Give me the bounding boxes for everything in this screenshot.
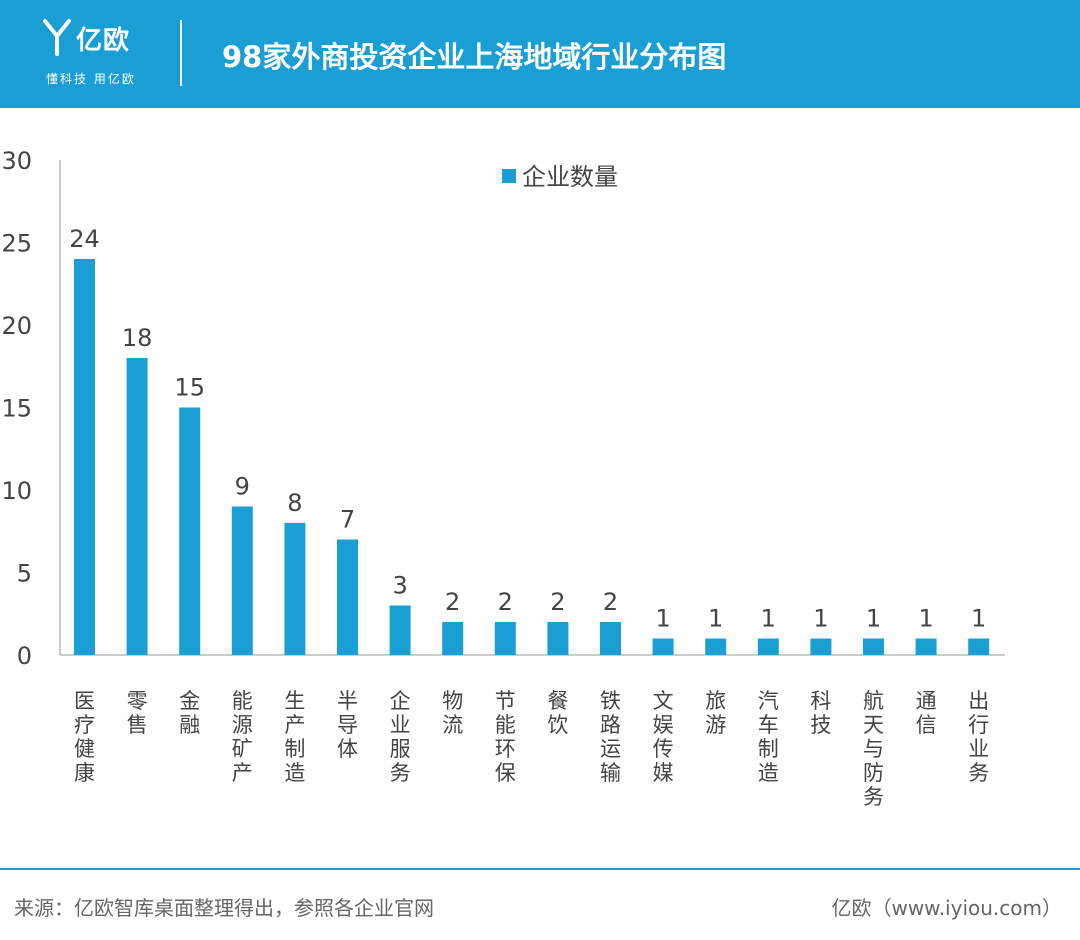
logo-name: 亿欧 xyxy=(76,26,131,56)
data-label: 3 xyxy=(392,572,407,600)
bar xyxy=(652,638,674,655)
data-label: 1 xyxy=(971,605,986,633)
source-note: 来源：亿欧智库桌面整理得出，参照各企业官网 xyxy=(14,896,434,920)
bar xyxy=(705,638,727,655)
bar xyxy=(389,605,411,655)
legend-swatch xyxy=(502,169,516,183)
bar xyxy=(126,358,148,655)
footer-divider xyxy=(0,868,1080,870)
x-tick-label: 生产制造 xyxy=(284,689,305,785)
x-tick-label: 文娱传媒 xyxy=(653,689,674,785)
logo-mark-icon xyxy=(43,19,71,56)
x-tick-label: 旅游 xyxy=(705,689,726,737)
y-tick-label: 30 xyxy=(1,147,32,175)
bar xyxy=(74,259,95,655)
x-tick-label: 通信 xyxy=(916,689,937,737)
bar xyxy=(284,523,306,655)
bar-chart: 0 5 10 15 20 25 30 企业数量 24 医疗健康 18 零售 15 金融 9 能源矿产 8 生产制造… xyxy=(1,147,1005,809)
page-title: 98家外商投资企业上海地域行业分布图 xyxy=(222,40,727,74)
y-tick-label: 5 xyxy=(17,560,32,588)
x-tick-label: 物流 xyxy=(442,689,463,737)
data-label: 1 xyxy=(761,605,776,633)
y-tick-label: 15 xyxy=(1,395,32,423)
logo: 亿欧 懂科技 用亿欧 xyxy=(42,18,152,90)
data-label: 1 xyxy=(813,605,828,633)
x-tick-label: 科技 xyxy=(810,689,831,737)
bar xyxy=(863,638,884,655)
x-tick-label: 节能环保 xyxy=(495,689,516,785)
bar xyxy=(810,638,832,655)
bar xyxy=(494,622,516,655)
y-tick-label: 25 xyxy=(1,230,32,258)
bar xyxy=(915,638,937,655)
x-tick-label: 能源矿产 xyxy=(232,689,253,785)
bar xyxy=(968,638,990,655)
bar xyxy=(547,622,569,655)
bar xyxy=(337,539,358,655)
x-tick-label: 铁路运输 xyxy=(600,689,621,785)
data-label: 18 xyxy=(122,324,153,352)
x-tick-label: 企业服务 xyxy=(390,689,411,785)
x-tick-label: 半导体 xyxy=(337,689,358,761)
data-label: 15 xyxy=(174,374,205,402)
x-tick-label: 金融 xyxy=(179,689,200,737)
y-tick-label: 0 xyxy=(17,642,32,670)
data-label: 1 xyxy=(866,605,881,633)
logo-slogan: 懂科技 用亿欧 xyxy=(46,72,136,86)
x-tick-label: 航天与防务 xyxy=(863,689,884,809)
footer-brand: 亿欧（www.iyiou.com） xyxy=(831,896,1062,920)
x-tick-label: 零售 xyxy=(127,689,148,737)
data-label: 7 xyxy=(340,506,355,534)
data-label: 9 xyxy=(235,473,250,501)
bar xyxy=(231,506,253,655)
x-tick-label: 出行业务 xyxy=(968,689,989,785)
y-tick-label: 20 xyxy=(1,312,32,340)
bar xyxy=(757,638,779,655)
data-label: 2 xyxy=(550,588,565,616)
legend-label: 企业数量 xyxy=(522,163,618,191)
data-label: 2 xyxy=(498,588,513,616)
y-tick-label: 10 xyxy=(1,477,32,505)
header-banner: 亿欧 懂科技 用亿欧 98家外商投资企业上海地域行业分布图 xyxy=(0,0,1080,108)
bar xyxy=(179,407,201,655)
data-label: 2 xyxy=(445,588,460,616)
bar xyxy=(600,622,621,655)
bar xyxy=(442,622,464,655)
data-label: 2 xyxy=(603,588,618,616)
x-tick-label: 汽车制造 xyxy=(758,689,779,785)
header-divider xyxy=(180,20,182,86)
data-label: 1 xyxy=(655,605,670,633)
x-tick-label: 餐饮 xyxy=(547,689,568,737)
data-label: 1 xyxy=(708,605,723,633)
data-label: 24 xyxy=(69,225,100,253)
data-label: 8 xyxy=(287,489,302,517)
data-label: 1 xyxy=(918,605,933,633)
x-tick-label: 医疗健康 xyxy=(74,689,95,785)
